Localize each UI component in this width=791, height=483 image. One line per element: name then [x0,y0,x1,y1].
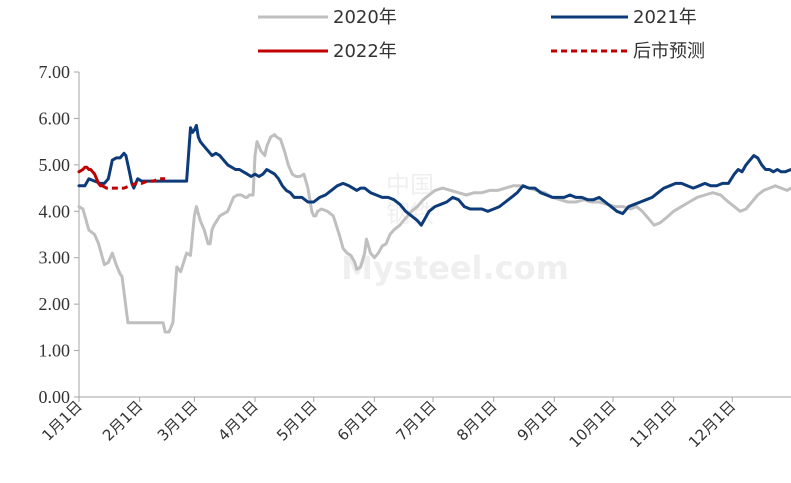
y-tick-label: 1.00 [39,341,71,361]
y-tick-label: 2.00 [39,294,71,314]
series-group [77,123,791,334]
series-line-2 [77,123,791,227]
watermark-line1: 中国 [386,171,434,199]
x-tick-label: 6月1日 [334,397,381,444]
x-tick-label: 8月1日 [453,397,500,444]
x-tick-label: 7月1日 [392,397,439,444]
y-tick-label: 6.00 [39,108,71,128]
x-tick-label: 12月1日 [685,397,739,451]
legend-label: 后市预测 [633,41,705,62]
series-line-4 [101,177,166,190]
y-tick-label: 4.00 [39,201,71,221]
x-tick-label: 5月1日 [273,397,320,444]
legend: 2020年 2021年 2022年 后市预测 [258,7,705,62]
y-tick-label: 3.00 [39,248,71,268]
x-tick-label: 9月1日 [514,397,561,444]
y-tick-label: 0.00 [39,387,71,407]
legend-label: 2021年 [633,7,697,28]
x-tick-label: 11月1日 [626,397,680,451]
x-tick-label: 2月1日 [99,397,146,444]
y-tick-label: 7.00 [39,62,71,82]
series-line-1 [77,133,791,334]
x-tick-label: 10月1日 [566,397,620,451]
watermark-text: Mysteel.com [341,249,569,287]
x-tick-label: 3月1日 [154,397,201,444]
legend-label: 2022年 [333,41,397,62]
series-line-3 [77,165,104,188]
x-tick-label: 4月1日 [214,397,261,444]
legend-label: 2020年 [333,7,397,28]
y-tick-label: 5.00 [39,155,71,175]
